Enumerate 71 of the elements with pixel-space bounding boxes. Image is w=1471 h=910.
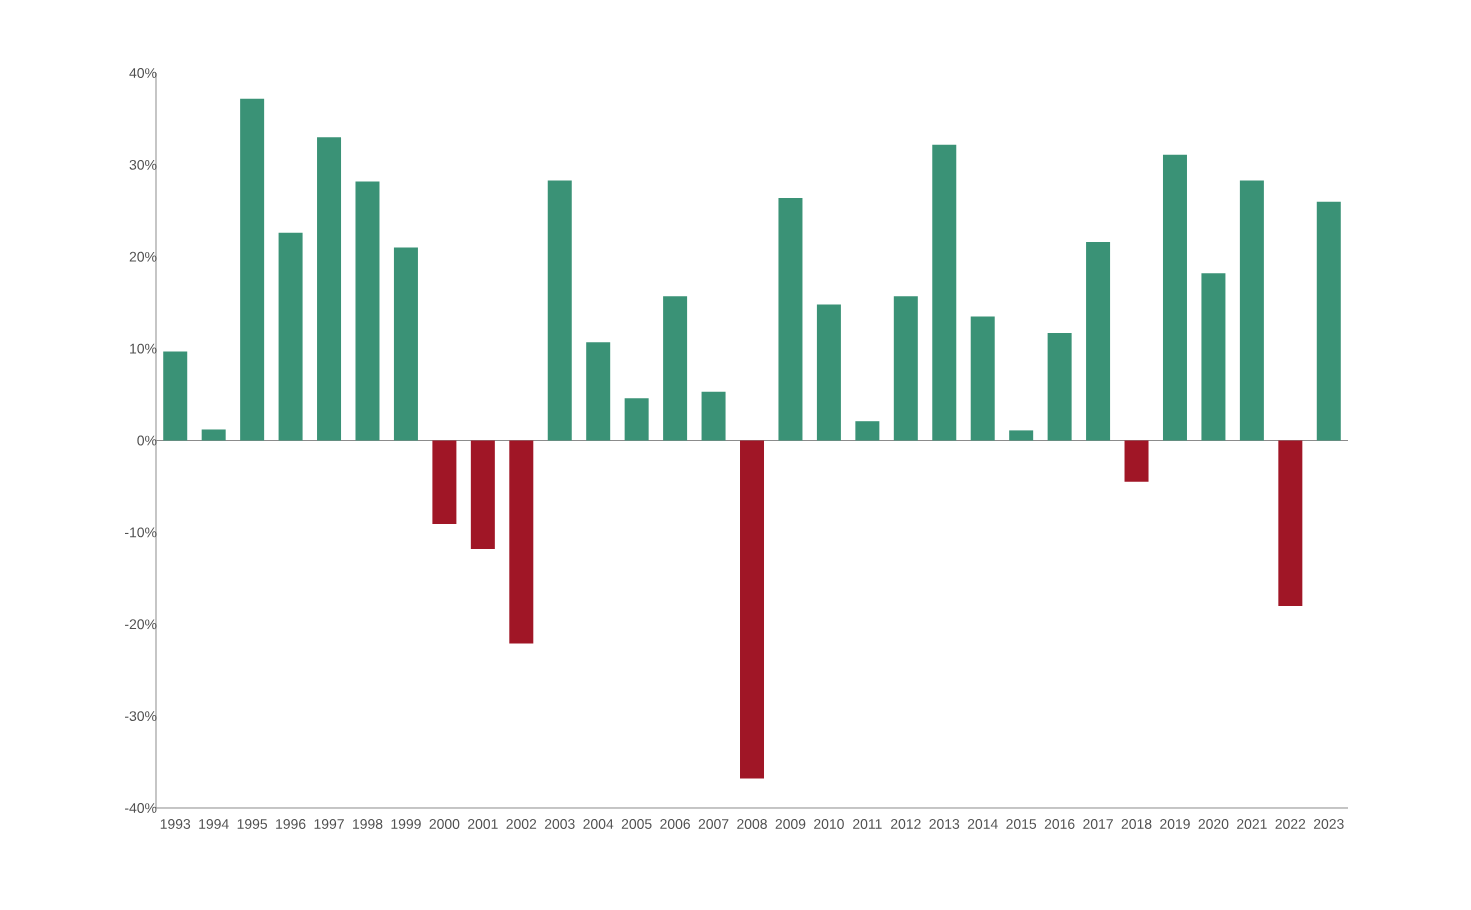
x-tick-label: 2013 [929,819,960,829]
bar [509,440,534,644]
bar [240,98,265,441]
x-tick-label: 1993 [160,819,191,829]
x-tick-label: 2018 [1121,819,1152,829]
x-tick-label: 2016 [1044,819,1075,829]
x-tick-label: 2017 [1083,819,1113,829]
bar [893,296,918,441]
bar [1086,242,1111,441]
bar [932,144,957,441]
bar [816,304,841,441]
x-tick-label: 1995 [237,819,268,829]
bar [855,421,880,441]
x-tick-label: 2009 [775,819,806,829]
x-tick-label: 2014 [967,819,998,829]
y-tick-label: 40% [129,68,157,78]
bar [355,181,380,441]
y-tick-label: 30% [129,159,157,170]
x-tick-label: 2022 [1275,819,1306,829]
x-tick-label: 1998 [353,819,383,829]
bar [547,180,572,441]
x-tick-label: 2019 [1160,819,1190,829]
bar [1278,440,1303,606]
x-tick-label: 2020 [1198,819,1229,829]
x-tick-label: 1994 [199,819,229,829]
bar [624,398,649,441]
x-tick-label: 2012 [890,819,921,829]
x-tick-label: 1997 [314,819,344,829]
x-tick-label: 1996 [276,819,306,829]
x-tick-label: 2010 [814,819,844,829]
bar [1124,440,1149,482]
x-tick-label: 2001 [468,819,498,829]
x-tick-label: 2000 [429,819,460,829]
x-tick-label: 2005 [621,819,652,829]
bar [663,296,688,441]
bar [1316,201,1341,441]
bar [163,351,188,441]
bar [317,137,342,441]
bar [432,440,457,525]
bar [278,232,303,441]
bar [740,440,765,779]
y-tick-label: 0% [137,435,157,446]
bar [586,342,611,441]
x-tick-label: 2015 [1006,819,1037,829]
bar [470,440,495,549]
bar [778,197,803,441]
y-tick-label: -40% [125,803,157,813]
bar [393,247,418,441]
bar [1162,154,1187,441]
y-tick-label: 10% [130,343,157,354]
bar [970,316,995,441]
y-tick-label: -10% [125,527,157,538]
bar [1239,180,1264,441]
y-tick-label: -20% [125,619,157,630]
x-tick-label: 2004 [583,819,614,829]
bar [701,391,726,441]
x-tick-label: 2003 [544,819,575,829]
x-tick-label: 2023 [1313,819,1344,829]
x-tick-label: 2011 [853,819,882,829]
bar [1009,430,1034,441]
x-tick-label: 2002 [506,819,537,829]
bar [1201,273,1226,441]
x-tick-label: 2021 [1237,819,1267,829]
x-tick-label: 2008 [737,819,767,829]
x-tick-label: 2006 [660,819,690,829]
bar [201,429,226,441]
x-tick-label: 1999 [391,819,421,829]
bar [1047,333,1072,441]
x-tick-label: 2007 [698,819,729,829]
y-tick-label: -30% [125,711,157,722]
y-tick-label: 20% [129,251,157,262]
